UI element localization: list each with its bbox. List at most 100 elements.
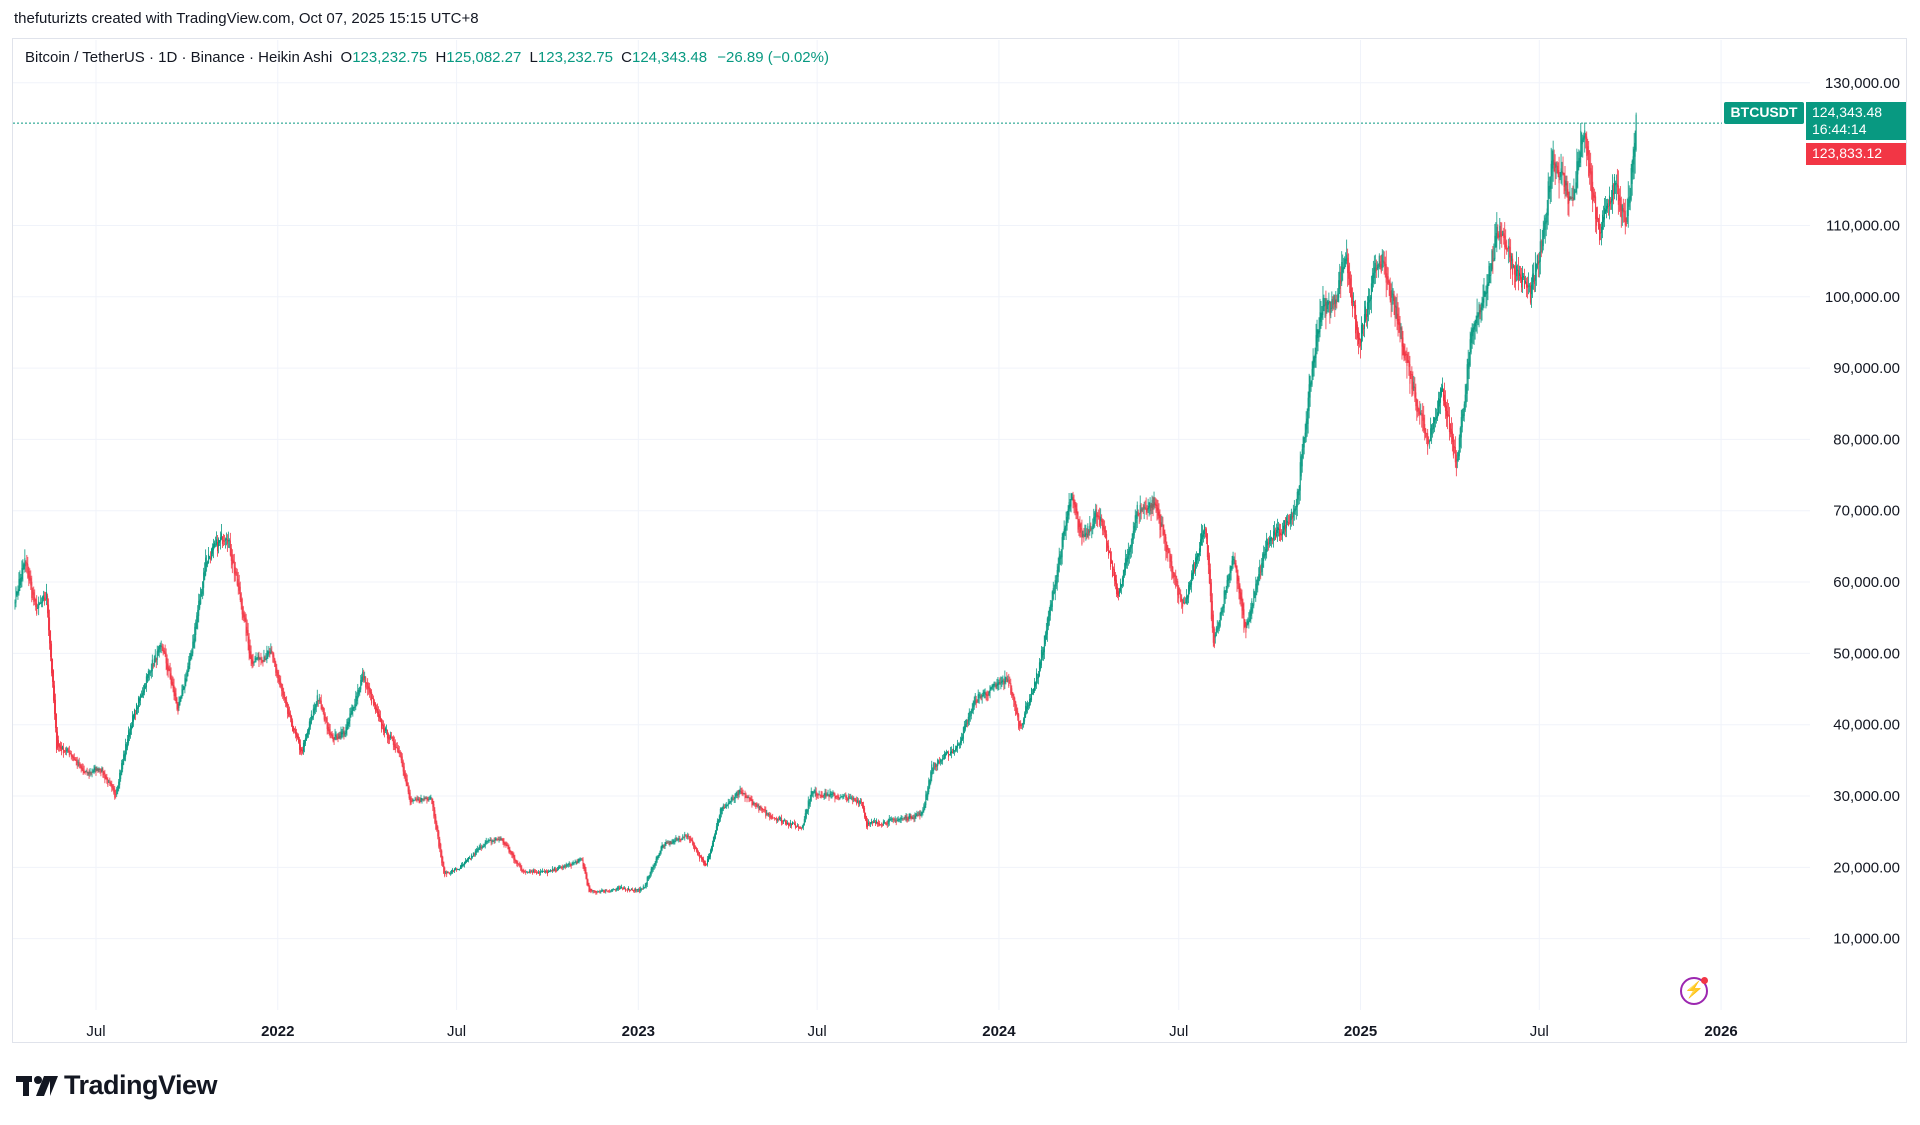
- candle: [1530, 277, 1532, 308]
- candle: [1378, 253, 1380, 270]
- candle-body: [1307, 397, 1309, 425]
- candle-body: [1187, 595, 1189, 600]
- candle: [553, 866, 555, 872]
- candle-body: [1148, 506, 1150, 510]
- candle: [1121, 575, 1123, 589]
- candle: [957, 742, 959, 746]
- candle-body: [1297, 490, 1299, 500]
- candle-body: [1232, 555, 1234, 566]
- candle: [489, 837, 491, 842]
- flash-icon[interactable]: ⚡: [1680, 977, 1708, 1005]
- candle: [767, 812, 769, 817]
- candle-body: [405, 774, 407, 784]
- candle-body: [1404, 352, 1406, 356]
- candle-body: [615, 889, 617, 891]
- candle: [625, 887, 627, 892]
- candle-body: [706, 858, 708, 865]
- candle-body: [955, 746, 957, 750]
- candle-body: [1071, 493, 1073, 501]
- candle-body: [600, 890, 602, 893]
- chart-pane[interactable]: [12, 38, 1907, 1043]
- candle: [86, 767, 88, 776]
- candle: [214, 540, 216, 549]
- candle: [1073, 494, 1075, 514]
- candle-body: [410, 797, 412, 804]
- candle-body: [87, 771, 89, 774]
- candle-body: [885, 822, 887, 825]
- candle: [1094, 511, 1096, 528]
- candle: [662, 844, 664, 849]
- candle-body: [1589, 163, 1591, 174]
- candle-body: [403, 766, 405, 777]
- candle: [1138, 512, 1140, 524]
- candle-body: [851, 797, 853, 799]
- candle: [760, 805, 762, 812]
- candle: [1363, 300, 1365, 338]
- candle-body: [1544, 217, 1546, 230]
- candle-body: [1145, 507, 1147, 510]
- candle-body: [248, 636, 250, 654]
- candle-body: [448, 872, 450, 874]
- candle-body: [1461, 409, 1463, 428]
- candle-body: [899, 819, 901, 820]
- candle-body: [1015, 701, 1017, 716]
- candle-body: [1510, 252, 1512, 270]
- candle-body: [1411, 374, 1413, 390]
- candle: [419, 797, 421, 804]
- symbol-description[interactable]: Bitcoin / TetherUS · 1D · Binance · Heik…: [25, 49, 333, 66]
- candle-body: [1480, 307, 1482, 313]
- candle-body: [573, 862, 575, 864]
- candle: [1511, 253, 1513, 269]
- candle-body: [1130, 544, 1132, 549]
- candle: [1591, 163, 1593, 200]
- candle-body: [1247, 621, 1249, 625]
- candle-body: [1259, 566, 1261, 578]
- candle-body: [752, 802, 754, 805]
- candle-body: [183, 687, 185, 690]
- candle-body: [880, 824, 882, 826]
- candle: [1614, 180, 1616, 194]
- candle-body: [998, 681, 1000, 684]
- candle: [462, 863, 464, 867]
- candle-body: [26, 562, 28, 566]
- candle-body: [625, 889, 627, 891]
- candle: [454, 868, 456, 873]
- candle: [410, 795, 412, 805]
- candle: [828, 794, 830, 801]
- candle-body: [1597, 216, 1599, 220]
- candle-body: [173, 685, 175, 696]
- candle: [1328, 292, 1330, 313]
- candle-body: [813, 792, 815, 794]
- candle: [478, 844, 480, 851]
- candle: [488, 839, 490, 843]
- candle: [1196, 553, 1198, 567]
- candle-body: [487, 839, 489, 842]
- candle-body: [1532, 273, 1534, 283]
- candle-body: [1171, 561, 1173, 573]
- candle: [835, 795, 837, 800]
- candle: [210, 551, 212, 564]
- candle-body: [123, 754, 125, 765]
- candle: [1260, 564, 1262, 580]
- candle-body: [20, 577, 22, 582]
- candle: [945, 751, 947, 759]
- candle-body: [441, 850, 443, 863]
- candle-body: [1563, 172, 1565, 187]
- candle-body: [1434, 417, 1436, 424]
- candle: [1353, 292, 1355, 307]
- tradingview-logo[interactable]: TradingView: [16, 1070, 218, 1101]
- candle: [675, 835, 677, 843]
- candle-body: [1163, 529, 1165, 535]
- candle-body: [710, 846, 712, 854]
- candle-body: [290, 713, 292, 718]
- candle: [227, 531, 229, 548]
- candle-body: [830, 794, 832, 795]
- candle-body: [1256, 579, 1258, 590]
- candle-body: [782, 820, 784, 822]
- candle: [721, 806, 723, 815]
- candle-body: [554, 869, 556, 872]
- candle-body: [1321, 312, 1323, 318]
- candle: [53, 680, 55, 720]
- candle-body: [68, 750, 70, 756]
